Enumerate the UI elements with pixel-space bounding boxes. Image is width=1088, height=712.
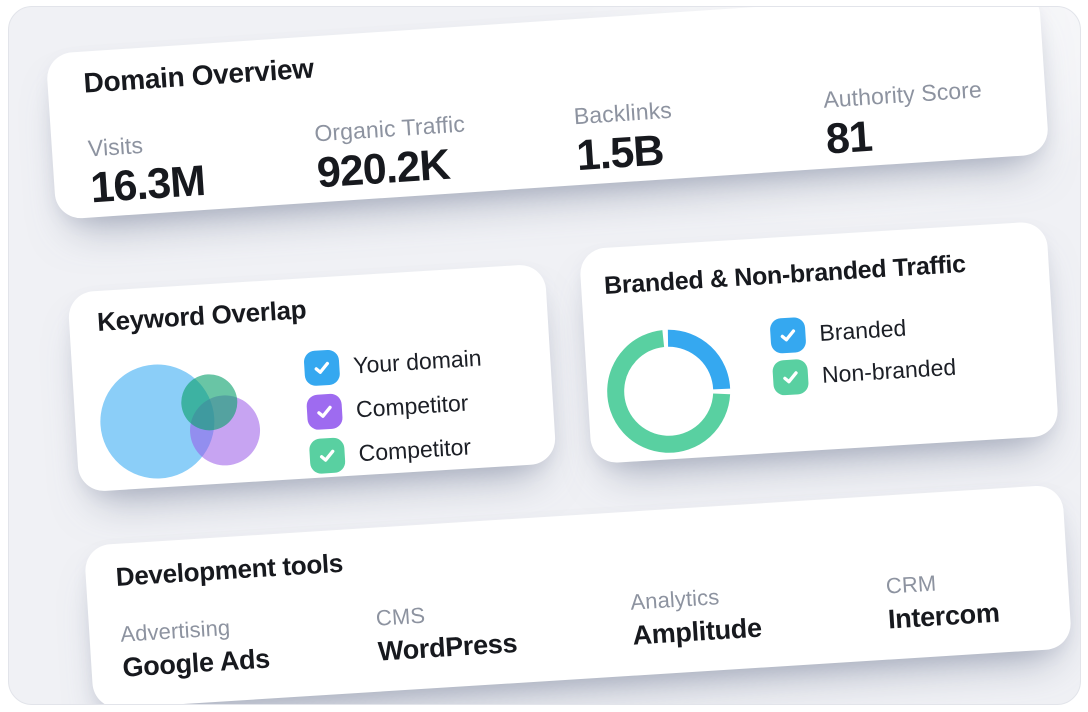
metric-label: Visits	[87, 131, 144, 162]
checkbox-branded[interactable]	[769, 316, 807, 354]
legend-item-branded: Branded	[769, 308, 954, 354]
metric-value: 1.5B	[574, 126, 665, 181]
check-icon	[783, 371, 798, 384]
venn-circle-competitor-green	[181, 374, 238, 431]
metric-backlinks: Backlinks 1.5B	[573, 96, 676, 181]
dev-tool-analytics: Analytics Amplitude	[629, 582, 763, 651]
dev-tool-name: Intercom	[887, 597, 1001, 635]
legend-item-competitor-1: Competitor	[306, 385, 485, 431]
legend-label: Your domain	[352, 344, 483, 379]
check-icon	[314, 361, 330, 374]
legend-item-your-domain: Your domain	[303, 341, 482, 387]
dev-tool-name: Amplitude	[631, 612, 763, 651]
checkbox-your-domain[interactable]	[303, 349, 341, 387]
dev-tool-name: WordPress	[377, 627, 519, 667]
card-title-branded-traffic: Branded & Non-branded Traffic	[603, 249, 967, 300]
keyword-overlap-card: Keyword Overlap Your domain Competitor	[67, 263, 557, 493]
legend-item-non-branded: Non-branded	[772, 350, 957, 396]
card-title-domain-overview: Domain Overview	[82, 52, 315, 99]
metric-value: 81	[824, 112, 874, 164]
check-icon	[319, 449, 335, 462]
dev-tool-advertising: Advertising Google Ads	[120, 613, 271, 683]
dev-tool-name: Google Ads	[121, 643, 271, 683]
dev-tool-category: CRM	[885, 570, 938, 599]
metric-authority-score: Authority Score 81	[822, 76, 985, 164]
legend-label: Non-branded	[821, 353, 957, 388]
metric-organic-traffic: Organic Traffic 920.2K	[314, 111, 469, 198]
check-icon	[317, 405, 332, 418]
card-title-development-tools: Development tools	[114, 547, 344, 592]
dev-tool-category: Advertising	[119, 614, 231, 647]
metric-value: 16.3M	[89, 156, 207, 213]
legend-label: Branded	[818, 314, 908, 346]
development-tools-card: Development tools Advertising Google Ads…	[83, 484, 1073, 704]
dev-tool-category: CMS	[375, 602, 426, 631]
dashboard-frame: Domain Overview Visits 16.3M Organic Tra…	[8, 6, 1081, 705]
branded-traffic-card: Branded & Non-branded Traffic Branded No…	[578, 220, 1060, 465]
dev-tool-crm: CRM Intercom	[885, 567, 1000, 635]
legend-item-competitor-2: Competitor	[308, 428, 488, 475]
metric-visits: Visits 16.3M	[87, 128, 207, 213]
metric-label: Authority Score	[822, 76, 983, 113]
dev-tool-cms: CMS WordPress	[375, 597, 518, 667]
metric-value: 920.2K	[315, 140, 452, 198]
legend-label: Competitor	[355, 389, 470, 423]
dev-tool-category: Analytics	[629, 584, 720, 615]
donut-chart	[607, 329, 731, 453]
checkbox-competitor-1[interactable]	[306, 393, 344, 431]
domain-overview-card: Domain Overview Visits 16.3M Organic Tra…	[45, 7, 1050, 220]
branded-traffic-legend: Branded Non-branded	[769, 308, 957, 396]
card-title-keyword-overlap: Keyword Overlap	[96, 294, 308, 337]
metric-label: Backlinks	[573, 96, 673, 130]
venn-diagram	[100, 364, 261, 479]
donut-segment-branded	[607, 329, 731, 453]
checkbox-non-branded[interactable]	[772, 358, 810, 396]
checkbox-competitor-2[interactable]	[308, 437, 346, 475]
legend-label: Competitor	[357, 433, 472, 467]
check-icon	[780, 329, 796, 342]
keyword-overlap-legend: Your domain Competitor Competitor	[303, 341, 487, 475]
